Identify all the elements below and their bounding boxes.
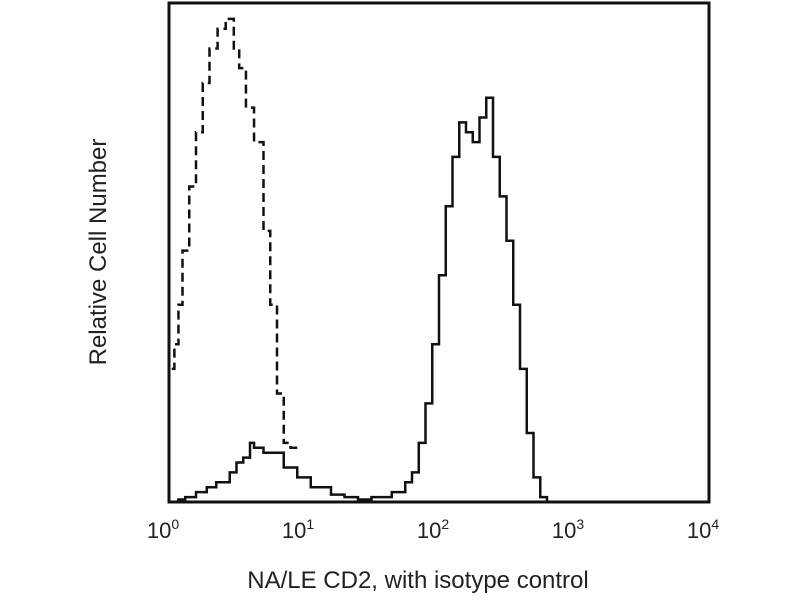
x-tick-label: 103 (552, 516, 584, 543)
x-tick-label: 104 (687, 516, 719, 543)
x-tick-labels: 100 101 102 103 104 (147, 516, 719, 543)
series-cd2-line (177, 96, 549, 502)
x-axis-label: NA/LE CD2, with isotype control (247, 567, 588, 594)
y-axis-label: Relative Cell Number (85, 139, 112, 366)
plot-frame (167, 1, 711, 504)
x-tick-label: 100 (147, 516, 179, 543)
x-tick-label: 101 (282, 516, 314, 543)
series-isotype-control-line (171, 17, 298, 450)
x-tick-label: 102 (417, 516, 449, 543)
curves (171, 17, 549, 502)
